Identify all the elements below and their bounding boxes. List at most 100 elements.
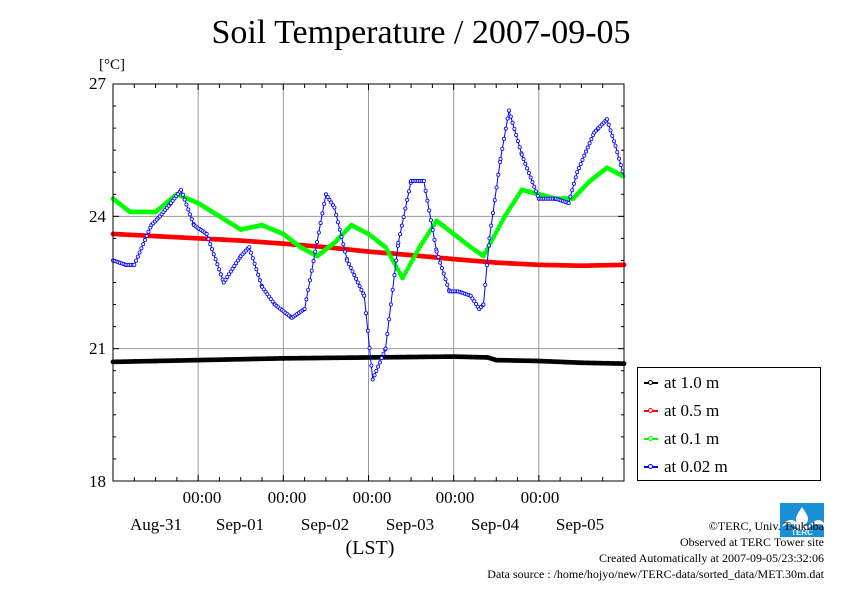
data-point [584, 149, 589, 154]
data-point [188, 212, 193, 217]
data-point [383, 346, 388, 351]
data-point [406, 189, 411, 194]
data-point [485, 263, 490, 268]
data-point [502, 136, 507, 141]
data-point [343, 249, 348, 254]
data-point [180, 192, 185, 197]
credit-site: Observed at TERC Tower site [679, 535, 824, 549]
data-point [503, 126, 508, 131]
data-point [374, 368, 379, 373]
data-point [381, 351, 386, 356]
data-point [604, 117, 609, 122]
data-point [392, 273, 397, 278]
data-point [355, 280, 360, 285]
data-point [302, 306, 307, 311]
data-point [320, 211, 325, 216]
data-point [234, 261, 239, 266]
data-point [346, 262, 351, 267]
data-point [533, 189, 538, 194]
data-point [398, 232, 403, 237]
data-point [223, 277, 228, 282]
data-point [206, 237, 211, 242]
data-point [213, 257, 218, 262]
data-point [210, 247, 215, 252]
data-point [489, 223, 494, 228]
chart-legend: at 1.0 m at 0.5 m at 0.1 m at 0.02 m [637, 367, 821, 481]
chart-title: Soil Temperature / 2007-09-05 [211, 14, 631, 51]
data-point [388, 302, 393, 307]
data-point [515, 139, 520, 144]
data-point [318, 220, 323, 225]
data-point [483, 282, 488, 287]
data-point [322, 201, 327, 206]
data-point [421, 179, 426, 184]
data-point [204, 231, 209, 236]
x-time-label: 00:00 [520, 488, 560, 507]
data-point [434, 249, 439, 254]
data-point [350, 269, 355, 274]
data-point [396, 240, 401, 245]
data-point [337, 227, 342, 232]
data-point [472, 299, 477, 304]
data-point [610, 133, 615, 138]
data-point [357, 284, 362, 289]
data-point [134, 258, 139, 263]
data-point [141, 242, 146, 247]
data-point [252, 261, 257, 266]
data-point [339, 234, 344, 239]
legend-label: at 0.02 m [664, 457, 728, 476]
data-point [247, 245, 252, 250]
data-point [304, 297, 309, 302]
data-point [179, 187, 184, 192]
data-point [523, 161, 528, 166]
data-point [492, 198, 497, 203]
data-point [332, 205, 337, 210]
data-point [580, 157, 585, 162]
data-point [249, 250, 254, 255]
data-point [517, 145, 522, 150]
data-point [521, 157, 526, 162]
data-point [146, 229, 151, 234]
x-time-label: 00:00 [352, 488, 392, 507]
data-point [189, 217, 194, 222]
data-point [227, 272, 232, 277]
series-markers [110, 354, 627, 367]
data-point [230, 266, 235, 271]
legend-item: at 0.5 m [642, 400, 817, 422]
data-point [254, 267, 259, 272]
data-point [470, 296, 475, 301]
data-point [232, 263, 237, 268]
data-point [372, 373, 377, 378]
data-point [403, 206, 408, 211]
data-point [441, 271, 446, 276]
data-point [385, 331, 390, 336]
x-date-label: Sep-05 [555, 515, 605, 534]
data-point [362, 293, 367, 298]
data-point [377, 360, 382, 365]
x-time-label: 00:00 [267, 488, 307, 507]
data-point [423, 188, 428, 193]
data-point [512, 126, 517, 131]
legend-item: at 0.1 m [642, 428, 817, 450]
data-point [256, 272, 261, 277]
data-point [323, 192, 328, 197]
data-point [379, 356, 384, 361]
credit-source: Data source : /home/hojyo/new/TERC-data/… [487, 567, 824, 581]
y-tick-label: 21 [89, 339, 106, 358]
data-point [311, 259, 316, 264]
plot-frame [112, 83, 625, 482]
legend-label: at 1.0 m [664, 373, 720, 392]
data-point [184, 202, 189, 207]
logo-text: TERC [791, 528, 813, 537]
data-point [514, 132, 519, 137]
data-point [526, 170, 531, 175]
x-axis-label: (LST) [345, 537, 395, 559]
data-point [436, 255, 441, 260]
data-point [432, 237, 437, 242]
legend-item: at 0.02 m [642, 456, 817, 478]
data-point [443, 277, 448, 282]
data-point [132, 262, 137, 267]
data-point [370, 377, 375, 382]
data-point [576, 166, 581, 171]
legend-label: at 0.5 m [664, 401, 720, 420]
